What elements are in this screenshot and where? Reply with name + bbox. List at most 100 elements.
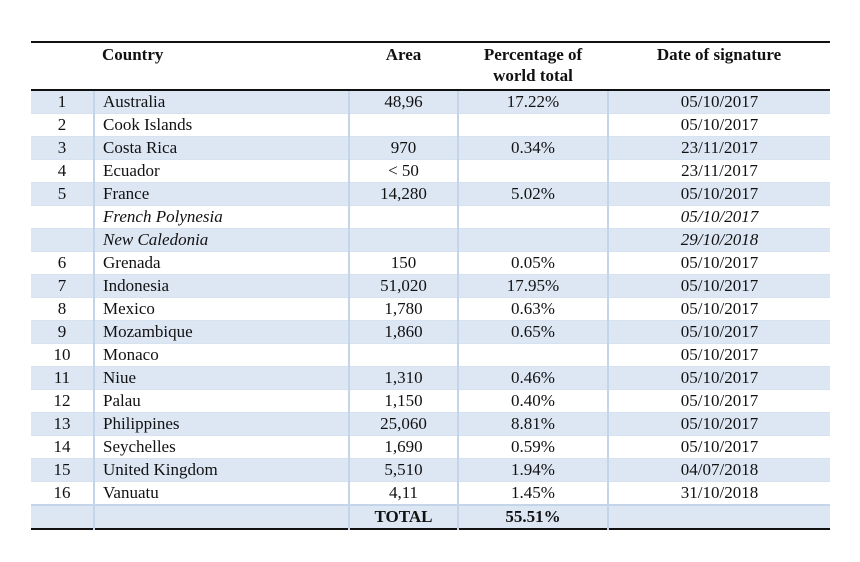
area-cell: 970 <box>348 136 458 160</box>
date-cell: 29/10/2018 <box>607 228 830 252</box>
country-cell: United Kingdom <box>93 458 349 482</box>
percentage-cell: 0.34% <box>457 136 608 160</box>
area-cell: 1,150 <box>348 389 458 413</box>
table-row: 14 Seychelles 1,690 0.59% 05/10/2017 <box>31 435 830 459</box>
row-index: 3 <box>31 136 94 160</box>
country-cell: Monaco <box>93 343 349 367</box>
percentage-cell: 0.46% <box>457 366 608 390</box>
date-cell: 05/10/2017 <box>607 89 830 114</box>
date-cell: 05/10/2017 <box>607 320 830 344</box>
row-index: 7 <box>31 274 94 298</box>
row-index: 13 <box>31 412 94 436</box>
row-index: 8 <box>31 297 94 321</box>
table-row: New Caledonia 29/10/2018 <box>31 228 830 252</box>
percentage-cell <box>457 343 608 367</box>
area-cell: 14,280 <box>348 182 458 206</box>
area-cell: 150 <box>348 251 458 275</box>
area-cell: 1,780 <box>348 297 458 321</box>
area-cell: 51,020 <box>348 274 458 298</box>
date-cell: 05/10/2017 <box>607 343 830 367</box>
row-index: 9 <box>31 320 94 344</box>
country-cell: Australia <box>93 89 349 114</box>
country-cell: New Caledonia <box>93 228 349 252</box>
country-cell: Cook Islands <box>93 113 349 137</box>
table-row: 10 Monaco 05/10/2017 <box>31 343 830 367</box>
table-row: 5 France 14,280 5.02% 05/10/2017 <box>31 182 830 206</box>
percentage-cell: 0.59% <box>457 435 608 459</box>
area-cell: 1,860 <box>348 320 458 344</box>
country-cell: French Polynesia <box>93 205 349 229</box>
row-index: 12 <box>31 389 94 413</box>
percentage-cell <box>457 205 608 229</box>
total-percentage: 55.51% <box>457 504 608 529</box>
row-index: 5 <box>31 182 94 206</box>
country-cell: France <box>93 182 349 206</box>
total-label: TOTAL <box>348 504 458 529</box>
percentage-cell <box>457 113 608 137</box>
header-index <box>31 42 94 90</box>
row-index: 14 <box>31 435 94 459</box>
header-country: Country <box>94 42 349 90</box>
date-cell: 05/10/2017 <box>607 297 830 321</box>
percentage-cell: 0.40% <box>457 389 608 413</box>
area-cell: 25,060 <box>348 412 458 436</box>
date-cell: 04/07/2018 <box>607 458 830 482</box>
header-area: Area <box>349 42 458 90</box>
row-index: 10 <box>31 343 94 367</box>
row-index: 15 <box>31 458 94 482</box>
area-cell: 48,96 <box>348 89 458 114</box>
row-index <box>31 228 94 252</box>
table-row: French Polynesia 05/10/2017 <box>31 205 830 229</box>
row-index: 6 <box>31 251 94 275</box>
percentage-cell <box>457 228 608 252</box>
percentage-cell: 17.22% <box>457 89 608 114</box>
date-cell: 05/10/2017 <box>607 113 830 137</box>
country-cell: Mexico <box>93 297 349 321</box>
percentage-cell: 17.95% <box>457 274 608 298</box>
signature-table: Country Area Percentage of world total D… <box>31 41 830 530</box>
percentage-cell: 0.05% <box>457 251 608 275</box>
date-cell: 23/11/2017 <box>607 159 830 183</box>
percentage-cell <box>457 159 608 183</box>
total-date-cell <box>607 504 830 529</box>
area-cell: 4,11 <box>348 481 458 505</box>
country-cell: Philippines <box>93 412 349 436</box>
percentage-cell: 0.63% <box>457 297 608 321</box>
table-row: 3 Costa Rica 970 0.34% 23/11/2017 <box>31 136 830 160</box>
row-index <box>31 205 94 229</box>
header-row: Country Area Percentage of world total D… <box>31 42 830 90</box>
area-cell <box>348 228 458 252</box>
table-row: 9 Mozambique 1,860 0.65% 05/10/2017 <box>31 320 830 344</box>
table-row: 7 Indonesia 51,020 17.95% 05/10/2017 <box>31 274 830 298</box>
row-index: 11 <box>31 366 94 390</box>
area-cell <box>348 205 458 229</box>
country-cell: Ecuador <box>93 159 349 183</box>
country-cell: Palau <box>93 389 349 413</box>
row-index: 1 <box>31 89 94 114</box>
percentage-cell: 1.94% <box>457 458 608 482</box>
area-cell <box>348 113 458 137</box>
percentage-cell: 1.45% <box>457 481 608 505</box>
country-cell: Seychelles <box>93 435 349 459</box>
country-cell: Niue <box>93 366 349 390</box>
table-row: 13 Philippines 25,060 8.81% 05/10/2017 <box>31 412 830 436</box>
table-row: 6 Grenada 150 0.05% 05/10/2017 <box>31 251 830 275</box>
total-index-cell <box>31 504 94 529</box>
area-cell: < 50 <box>348 159 458 183</box>
date-cell: 31/10/2018 <box>607 481 830 505</box>
table-row: 12 Palau 1,150 0.40% 05/10/2017 <box>31 389 830 413</box>
date-cell: 05/10/2017 <box>607 182 830 206</box>
country-cell: Vanuatu <box>93 481 349 505</box>
country-cell: Indonesia <box>93 274 349 298</box>
header-percentage: Percentage of world total <box>458 42 608 90</box>
date-cell: 23/11/2017 <box>607 136 830 160</box>
header-date: Date of signature <box>608 42 830 90</box>
percentage-cell: 0.65% <box>457 320 608 344</box>
total-country-cell <box>93 504 349 529</box>
table-row: 15 United Kingdom 5,510 1.94% 04/07/2018 <box>31 458 830 482</box>
country-cell: Grenada <box>93 251 349 275</box>
percentage-cell: 5.02% <box>457 182 608 206</box>
country-cell: Mozambique <box>93 320 349 344</box>
percentage-cell: 8.81% <box>457 412 608 436</box>
